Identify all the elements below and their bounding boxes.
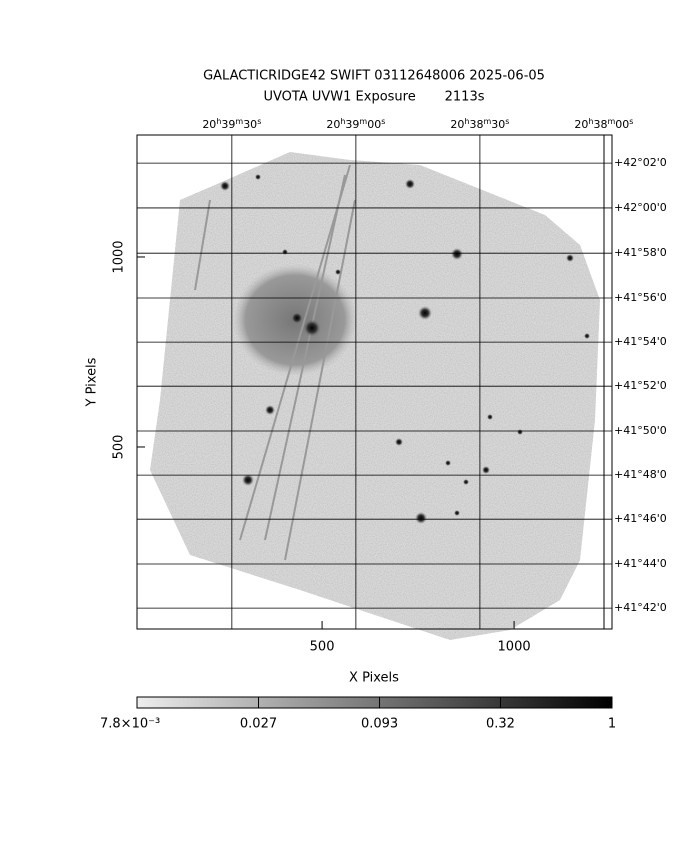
y-tick-label: 1000	[112, 240, 127, 273]
colorbar-tick-label: 0.093	[361, 717, 398, 732]
dec-tick-label: +42°02'0	[614, 156, 667, 169]
colorbar	[136, 696, 613, 709]
title: GALACTICRIDGE42 SWIFT 03112648006 2025-0…	[203, 69, 545, 84]
dec-tick-label: +41°50'0	[614, 424, 667, 437]
ra-tick-label: 20h38m00s	[574, 117, 633, 132]
colorbar-tick-label: 1	[608, 717, 616, 732]
dec-tick-label: +41°52'0	[614, 379, 667, 392]
subtitle: UVOTA UVW1 Exposure 2113s	[264, 90, 485, 105]
x-axis-label: X Pixels	[349, 671, 399, 686]
sky-image	[150, 152, 600, 640]
colorbar-tick-label: 0.027	[240, 717, 277, 732]
dec-tick-label: +41°58'0	[614, 246, 667, 259]
ra-tick-label: 20h39m30s	[202, 117, 261, 132]
x-tick-label: 1000	[498, 640, 531, 655]
dec-tick-label: +41°48'0	[614, 468, 667, 481]
dec-tick-label: +41°54'0	[614, 335, 667, 348]
y-tick-label: 500	[112, 435, 127, 460]
ra-tick-label: 20h38m30s	[450, 117, 509, 132]
dec-tick-label: +42°00'0	[614, 201, 667, 214]
plot-frame	[136, 134, 613, 630]
colorbar-tick-label: 0.32	[486, 717, 515, 732]
dec-tick-label: +41°56'0	[614, 291, 667, 304]
x-tick-label: 500	[310, 640, 335, 655]
dec-tick-label: +41°42'0	[614, 601, 667, 614]
ra-tick-label: 20h39m00s	[326, 117, 385, 132]
dec-tick-label: +41°46'0	[614, 512, 667, 525]
dec-tick-label: +41°44'0	[614, 557, 667, 570]
y-axis-label: Y Pixels	[85, 357, 100, 407]
colorbar-tick-label: 7.8×10⁻³	[100, 717, 160, 732]
